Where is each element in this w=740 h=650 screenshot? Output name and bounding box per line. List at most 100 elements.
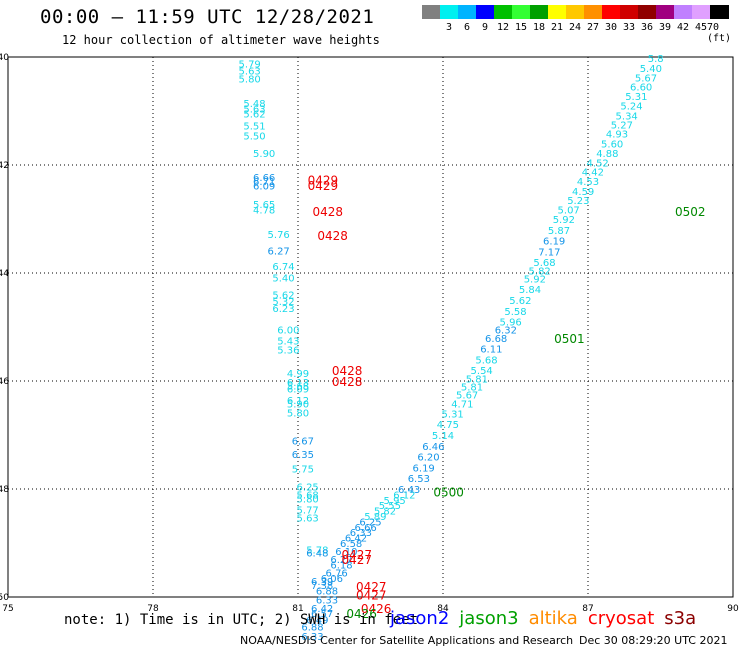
swh-data-label: 6.09 (287, 385, 309, 396)
footer-timestamp: Dec 30 08:29:20 UTC 2021 (579, 634, 728, 647)
chart-title: 00:00 – 11:59 UTC 12/28/2021 (40, 6, 375, 28)
swh-data-label: 6.33 (301, 632, 323, 643)
swh-data-label: 6.76 (326, 569, 348, 580)
pass-time-label: 0500 (433, 486, 464, 500)
color-swatch-label: 39 (658, 22, 672, 33)
color-swatch (692, 5, 711, 19)
x-tick-label: 78 (147, 604, 159, 614)
swh-data-label: 5.80 (297, 495, 319, 506)
swh-data-label: 5.40 (640, 64, 662, 75)
swh-data-label: 6.42 (345, 534, 367, 545)
pass-time-label: 0428 (332, 375, 363, 389)
swh-data-label: 5.81 (461, 382, 483, 393)
color-swatch-label: 21 (550, 22, 564, 33)
color-swatch (674, 5, 693, 19)
swh-data-label: 5.78 (306, 545, 328, 556)
swh-data-label: 5.48 (243, 99, 265, 110)
swh-data-label: 5.76 (268, 230, 290, 241)
swh-data-label: 6.32 (495, 326, 517, 337)
color-swatch-label: 27 (586, 22, 600, 33)
note-text: note: 1) Time is in UTC; 2) SWH is in fe… (64, 612, 419, 628)
swh-data-label: 5.62 (272, 291, 294, 302)
swh-data-label: 4.42 (582, 167, 604, 178)
swh-data-label: 5.27 (611, 121, 633, 132)
swh-data-label: 5.63 (297, 514, 319, 525)
legend-item-jason2: jason2 (390, 608, 450, 629)
swh-data-label: 6.23 (272, 304, 294, 315)
swh-data-label: 5.67 (635, 74, 657, 85)
swh-data-label: 4.53 (577, 177, 599, 188)
legend-item-jason3: jason3 (459, 608, 519, 629)
swh-data-label: 5.75 (292, 464, 314, 475)
color-swatch (440, 5, 459, 19)
color-swatch-label: 12 (496, 22, 510, 33)
swh-data-label: 6.25 (359, 517, 381, 528)
legend-item-altika: altika (528, 608, 578, 629)
swh-data-label: 5.32 (272, 297, 294, 308)
color-swatch-label: 9 (481, 22, 489, 33)
swh-data-label: 4.75 (437, 420, 459, 431)
x-tick-label: 90 (727, 604, 739, 614)
swh-data-label: 6.00 (277, 326, 299, 337)
swh-data-label: 4.78 (253, 205, 275, 216)
swh-data-label: 7.17 (538, 247, 560, 258)
color-swatch (494, 5, 513, 19)
swh-data-label: 5.62 (509, 296, 531, 307)
swh-data-label: 6.19 (413, 463, 435, 474)
color-swatch (512, 5, 531, 19)
swh-data-label: 6.10 (335, 547, 357, 558)
swh-data-label: 6.12 (393, 490, 415, 501)
swh-data-label: 5.82 (374, 507, 396, 518)
swh-data-label: 5.96 (500, 318, 522, 329)
satellite-legend: jason2 jason3 altika cryosat s3a (390, 608, 706, 629)
swh-data-label: 5.62 (243, 110, 265, 121)
swh-data-label: 5.63 (239, 67, 261, 78)
swh-data-label: 4.71 (451, 400, 473, 411)
swh-data-label: 5.8 (648, 54, 664, 65)
color-swatch (620, 5, 639, 19)
swh-data-label: 6.18 (330, 561, 352, 572)
pass-time-label: 0427 (356, 580, 387, 594)
swh-data-label: 5.14 (432, 431, 454, 442)
swh-data-label: 5.87 (548, 226, 570, 237)
color-swatch (476, 5, 495, 19)
color-swatch-label: 30 (604, 22, 618, 33)
color-swatch-label: 45 (694, 22, 708, 33)
swh-data-label: 5.63 (243, 104, 265, 115)
pass-time-label: 0426 (361, 602, 392, 616)
swh-data-label: 5.54 (471, 366, 493, 377)
swh-data-label: 6.67 (292, 436, 314, 447)
swh-data-label: 5.92 (553, 215, 575, 226)
swh-data-label: 5.07 (558, 205, 580, 216)
swh-data-label: 5.90 (287, 400, 309, 411)
pass-time-label: 0429 (308, 179, 339, 193)
color-swatch-label: 33 (622, 22, 636, 33)
swh-data-label: 6.25 (297, 482, 319, 493)
swh-data-label: 5.82 (529, 266, 551, 277)
y-tick-label: -50 (0, 593, 9, 603)
swh-data-label: 6.39 (311, 577, 333, 588)
swh-data-label: 5.68 (297, 490, 319, 501)
swh-data-label: 4.99 (287, 369, 309, 380)
swh-data-label: 5.31 (442, 409, 464, 420)
swh-data-label: 5.31 (625, 92, 647, 103)
pass-time-label: 0429 (308, 174, 339, 188)
swh-data-label: 6.88 (301, 623, 323, 634)
swh-data-label: 7.38 (311, 581, 333, 592)
swh-data-label: 6.60 (630, 83, 652, 94)
color-swatch (458, 5, 477, 19)
color-swatch (530, 5, 549, 19)
color-swatch (422, 5, 441, 19)
swh-data-label: 6.35 (292, 450, 314, 461)
swh-data-label: 6.11 (480, 345, 502, 356)
color-swatch (710, 5, 729, 19)
pass-time-label: 0427 (356, 588, 387, 602)
color-swatch-label: 6 (463, 22, 471, 33)
swh-data-label: 6.13 (287, 378, 309, 389)
color-swatch (584, 5, 603, 19)
swh-data-label: 5.36 (277, 346, 299, 357)
footer-credit: NOAA/NESDIS Center for Satellite Applica… (240, 634, 574, 647)
swh-data-label: 6.53 (408, 474, 430, 485)
swh-data-label: 6.48 (306, 549, 328, 560)
color-swatch (602, 5, 621, 19)
